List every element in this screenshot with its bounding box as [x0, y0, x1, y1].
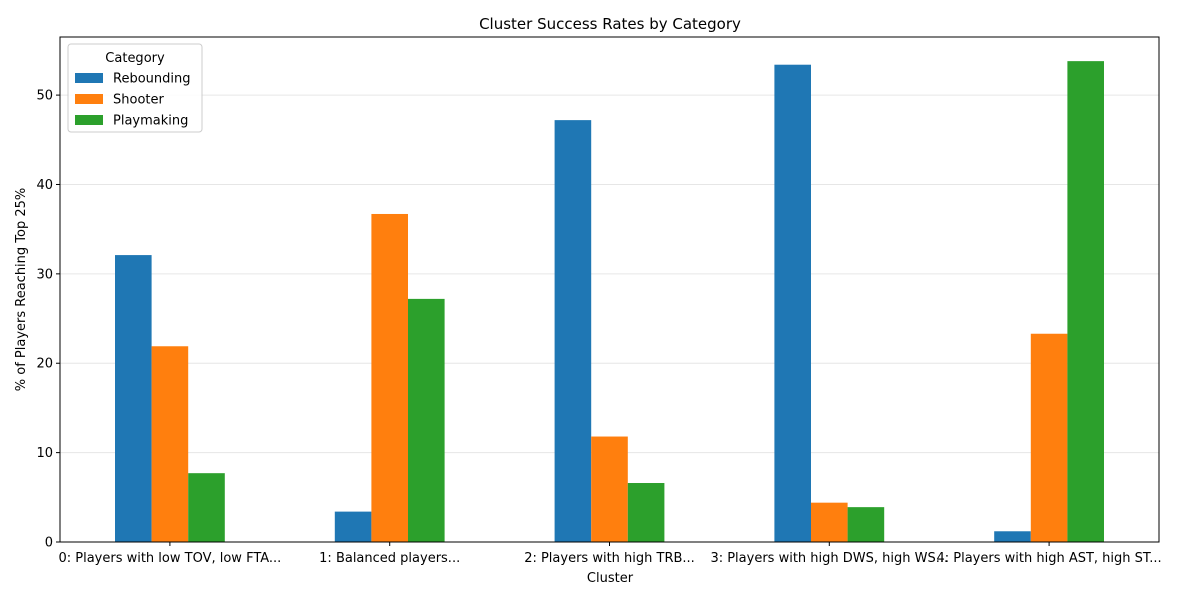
y-tick-label: 30: [36, 267, 53, 282]
bar-shooter-4: [1030, 333, 1068, 542]
bar-rebounding-1: [334, 511, 372, 542]
legend-box: [67, 43, 203, 133]
y-tick-label: 50: [36, 89, 53, 104]
legend-title: Category: [105, 51, 165, 66]
y-tick-label: 20: [36, 357, 53, 372]
legend-label-rebounding: Rebounding: [113, 72, 191, 87]
x-tick-label: 0: Players with low TOV, low FTA...: [58, 551, 281, 566]
legend-label-shooter: Shooter: [113, 93, 164, 108]
x-axis-label: Cluster: [587, 571, 634, 586]
x-tick-label: 2: Players with high TRB...: [524, 551, 695, 566]
y-axis: 0 10 20 30 40 50: [36, 89, 60, 551]
y-tick-label: 10: [36, 446, 53, 461]
bar-playmaking-0: [188, 473, 225, 542]
bar-playmaking-2: [627, 483, 665, 542]
chart-title: Cluster Success Rates by Category: [479, 15, 741, 33]
bar-shooter-0: [151, 346, 189, 542]
x-tick-label: 1: Balanced players...: [319, 551, 460, 566]
bar-rebounding-3: [774, 64, 811, 543]
legend-label-playmaking: Playmaking: [113, 114, 188, 129]
bar-rebounding-0: [115, 255, 152, 542]
bar-rebounding-4: [994, 531, 1031, 542]
legend-swatch-playmaking: [75, 115, 103, 125]
y-axis-label: % of Players Reaching Top 25%: [14, 188, 29, 392]
bar-playmaking-3: [847, 507, 885, 542]
legend-swatch-rebounding: [75, 73, 103, 83]
y-tick-label: 0: [45, 536, 53, 551]
bar-playmaking-4: [1067, 61, 1104, 542]
bars: [115, 61, 1104, 543]
x-tick-label: 3: Players with high DWS, high WS...: [710, 551, 948, 566]
x-axis: 0: Players with low TOV, low FTA... 1: Ba…: [58, 542, 1162, 566]
bar-shooter-2: [591, 436, 628, 542]
bar-shooter-3: [811, 502, 848, 542]
bar-rebounding-2: [554, 120, 592, 542]
bar-playmaking-1: [408, 298, 445, 542]
legend: Category Rebounding Shooter Playmaking: [67, 43, 203, 133]
bar-shooter-1: [371, 213, 408, 542]
legend-swatch-shooter: [75, 94, 103, 104]
x-tick-label: 4: Players with high AST, high ST...: [936, 551, 1161, 566]
y-tick-label: 40: [36, 178, 53, 193]
